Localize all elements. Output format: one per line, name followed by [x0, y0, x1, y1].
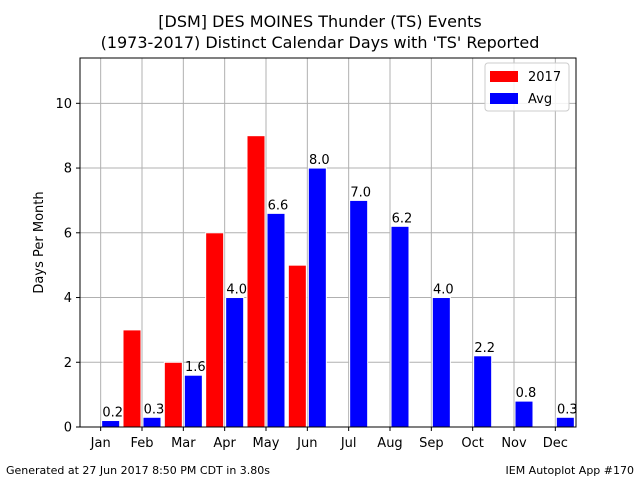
- x-tick-label: Oct: [461, 436, 483, 451]
- y-tick-label: 6: [64, 226, 72, 241]
- data-label-avg-jul: 7.0: [350, 185, 371, 200]
- bar-avg-feb: [142, 416, 162, 428]
- data-label-avg-apr: 4.0: [226, 283, 247, 298]
- bar-value-labels: 0.2 0.3 1.6 4.0 6.6 8.0 7.0 6.2 4.0 2.2 0.8 0.3: [102, 153, 577, 420]
- y-axis-label: Days Per Month: [32, 191, 47, 293]
- bar-avg-may: [266, 212, 286, 428]
- bars: [101, 135, 575, 428]
- bar-2017-mar: [163, 361, 183, 428]
- bar-avg-jan: [101, 420, 121, 428]
- bar-avg-aug: [390, 225, 410, 428]
- data-label-avg-feb: 0.3: [144, 402, 165, 417]
- data-label-avg-jun: 8.0: [309, 153, 330, 168]
- chart-title-line-1: [DSM] DES MOINES Thunder (TS) Events: [158, 12, 482, 31]
- legend-swatch-2017: [490, 71, 518, 82]
- bar-2017-may: [246, 135, 266, 428]
- bar-avg-apr: [225, 297, 245, 428]
- data-label-avg-dec: 0.3: [557, 402, 578, 417]
- x-tick-label: Sep: [419, 436, 444, 451]
- data-label-avg-aug: 6.2: [392, 211, 413, 226]
- y-tick-label: 10: [55, 97, 72, 112]
- grid-lines: [80, 58, 576, 428]
- legend-swatch-avg: [490, 93, 518, 104]
- x-tick-label: Aug: [377, 436, 402, 451]
- data-label-avg-oct: 2.2: [474, 341, 495, 356]
- y-tick-label: 2: [64, 356, 72, 371]
- y-tick-label: 8: [64, 162, 72, 177]
- data-label-avg-sep: 4.0: [433, 283, 454, 298]
- x-tick-label: May: [253, 436, 280, 451]
- plot-frame: [79, 57, 577, 428]
- bar-avg-sep: [431, 297, 451, 428]
- x-tick-label: Jul: [340, 436, 357, 451]
- data-label-avg-jan: 0.2: [102, 406, 123, 421]
- axes: 0 2 4 6 8 10 Jan Feb Mar Apr May Jun Jul Aug Sep Oct Nov…: [55, 97, 567, 451]
- chart-title-line-2: (1973-2017) Distinct Calendar Days with …: [100, 33, 540, 52]
- bar-avg-oct: [473, 355, 493, 428]
- bar-2017-jun: [287, 264, 307, 428]
- data-label-avg-may: 6.6: [268, 198, 289, 213]
- data-label-avg-mar: 1.6: [185, 360, 206, 375]
- x-tick-label: Jan: [90, 436, 111, 451]
- x-tick-label: Jun: [296, 436, 317, 451]
- x-tick-label: Nov: [501, 436, 527, 451]
- data-label-avg-nov: 0.8: [516, 386, 537, 401]
- x-tick-label: Dec: [543, 436, 568, 451]
- footer-generated-text: Generated at 27 Jun 2017 8:50 PM CDT in …: [6, 464, 271, 477]
- legend-label-avg: Avg: [528, 92, 552, 107]
- x-tick-label: Mar: [171, 436, 196, 451]
- bar-avg-nov: [514, 400, 534, 428]
- bar-avg-mar: [183, 374, 203, 428]
- footer-app-text: IEM Autoplot App #170: [505, 464, 635, 477]
- y-tick-label: 0: [64, 421, 72, 436]
- legend: 2017 Avg: [484, 62, 570, 112]
- bar-avg-dec: [555, 416, 575, 428]
- x-tick-label: Feb: [130, 436, 153, 451]
- bar-avg-jul: [349, 199, 369, 428]
- y-tick-label: 4: [64, 291, 72, 306]
- bar-2017-apr: [205, 232, 225, 428]
- x-tick-label: Apr: [213, 436, 236, 451]
- legend-label-2017: 2017: [528, 70, 561, 85]
- bar-avg-jun: [307, 167, 327, 428]
- bar-2017-feb: [122, 329, 142, 428]
